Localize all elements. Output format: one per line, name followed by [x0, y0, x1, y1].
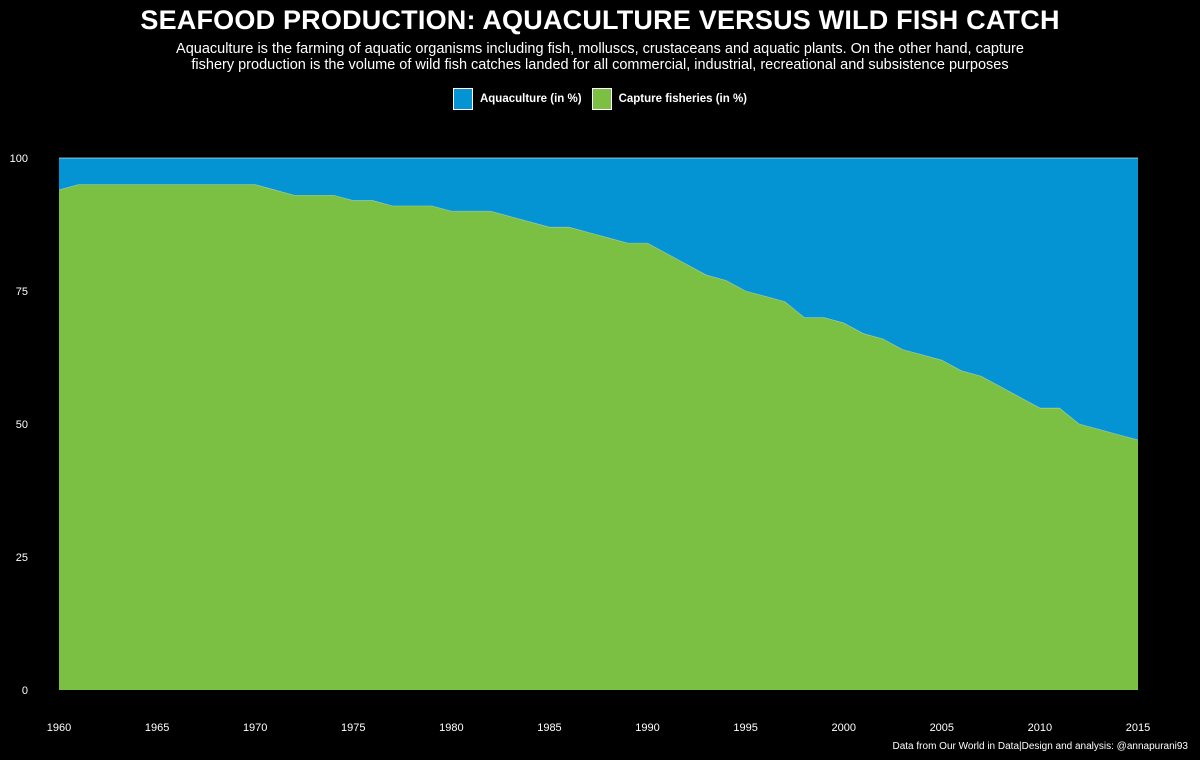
legend-label-capture: Capture fisheries (in %) — [618, 93, 748, 105]
x-tick-label: 1960 — [47, 722, 71, 734]
legend-swatch-aquaculture — [452, 88, 473, 110]
chart-legend: Aquaculture (in %) Capture fisheries (in… — [0, 88, 1200, 110]
x-tick-label: 2015 — [1126, 722, 1150, 734]
x-tick-label: 1980 — [439, 722, 463, 734]
series-area-capture-fisheries — [59, 184, 1138, 690]
chart-subtitle: Aquaculture is the farming of aquatic or… — [150, 41, 1050, 73]
x-tick-label: 1965 — [145, 722, 169, 734]
y-tick-label: 25 — [16, 552, 28, 564]
y-tick-label: 0 — [22, 685, 28, 697]
legend-item-aquaculture: Aquaculture (in %) — [452, 88, 582, 110]
chart-title: SEAFOOD PRODUCTION: AQUACULTURE VERSUS W… — [140, 5, 1060, 35]
x-tick-label: 1975 — [341, 722, 365, 734]
x-tick-label: 1995 — [733, 722, 757, 734]
subtitle-line-2: fishery production is the volume of wild… — [191, 57, 1009, 73]
x-tick-label: 1970 — [243, 722, 267, 734]
x-tick-label: 2000 — [831, 722, 855, 734]
y-tick-label: 75 — [16, 286, 28, 298]
x-tick-label: 2010 — [1028, 722, 1052, 734]
legend-label-aquaculture: Aquaculture (in %) — [479, 93, 582, 105]
y-tick-label: 50 — [16, 419, 28, 431]
series-area-aquaculture — [59, 158, 1138, 440]
series-boundary-line — [58, 184, 1139, 441]
x-tick-label: 1985 — [537, 722, 561, 734]
x-tick-label: 2005 — [930, 722, 954, 734]
subtitle-line-1: Aquaculture is the farming of aquatic or… — [176, 41, 1024, 57]
legend-item-capture: Capture fisheries (in %) — [591, 88, 748, 110]
x-tick-label: 1990 — [635, 722, 659, 734]
source-caption: Data from Our World in Data|Design and a… — [892, 741, 1189, 752]
y-tick-label: 100 — [10, 153, 28, 165]
legend-swatch-capture — [591, 88, 612, 110]
